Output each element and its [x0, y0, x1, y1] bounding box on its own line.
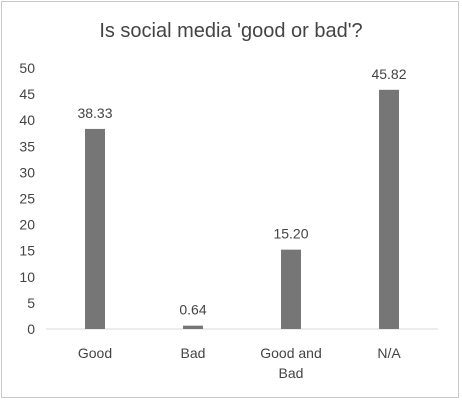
y-tick-label: 40 — [19, 112, 35, 128]
chart-title: Is social media 'good or bad'? — [99, 20, 363, 42]
y-tick-label: 5 — [27, 295, 35, 311]
bar-n-a — [379, 89, 399, 329]
y-tick-label: 10 — [19, 269, 35, 285]
bar-good — [85, 128, 105, 329]
x-tick-label-line: Bad — [279, 365, 304, 381]
bar-bad — [183, 325, 203, 329]
y-tick-label: 35 — [19, 138, 35, 154]
data-label: 15.20 — [273, 226, 308, 242]
y-tick-label: 50 — [19, 60, 35, 76]
y-tick-label: 20 — [19, 217, 35, 233]
x-tick-label-line: Good — [78, 345, 112, 361]
x-tick-label: Good and Bad — [260, 345, 322, 381]
y-tick-label: 15 — [19, 243, 35, 259]
x-tick-label-line: Good and — [260, 345, 322, 361]
y-tick-label: 25 — [19, 191, 35, 207]
x-tick-label: Bad — [181, 345, 206, 361]
y-tick-label: 0 — [27, 321, 35, 337]
x-tick-label-line: Bad — [181, 345, 206, 361]
y-tick-label: 45 — [19, 86, 35, 102]
data-label: 45.82 — [371, 66, 406, 82]
x-tick-label-line: N/A — [377, 345, 401, 361]
x-tick-label: N/A — [377, 345, 401, 361]
y-tick-label: 30 — [19, 164, 35, 180]
x-tick-label: Good — [78, 345, 112, 361]
bar-good-and-bad — [281, 249, 301, 329]
data-label: 0.64 — [179, 302, 206, 318]
data-label: 38.33 — [77, 105, 112, 121]
